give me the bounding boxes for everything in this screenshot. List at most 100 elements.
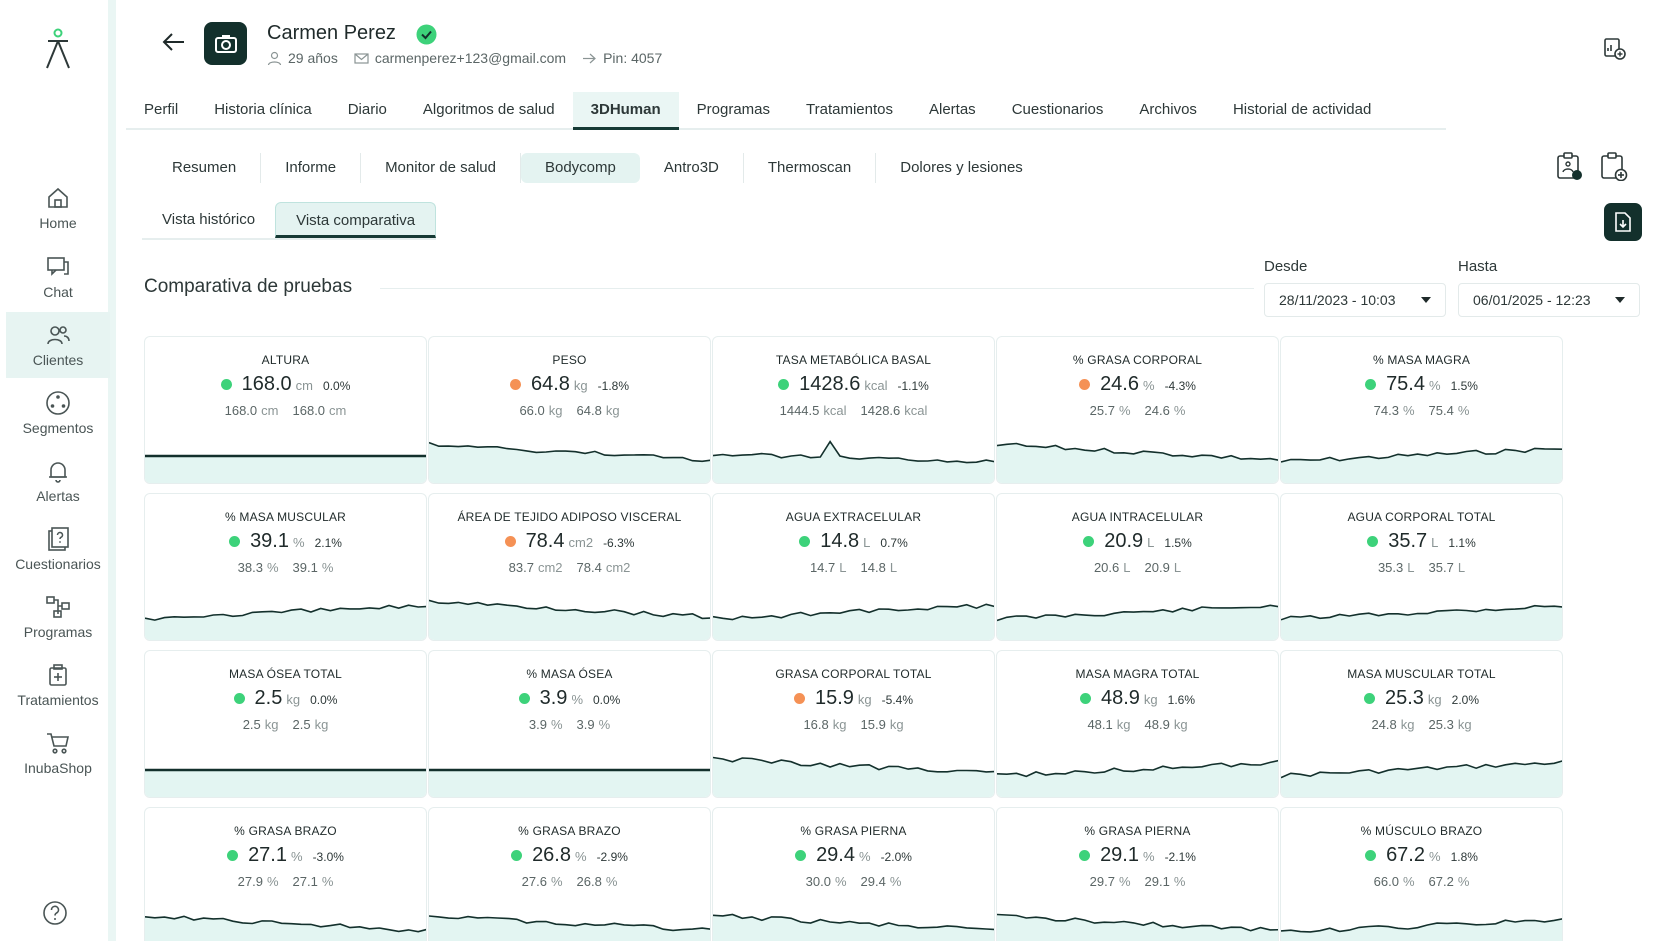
metric-card[interactable]: ÁREA DE TEJIDO ADIPOSO VISCERAL 78.4 cm2 -6… [428,493,711,641]
help-icon[interactable] [42,900,68,926]
metric-unit: % [1402,403,1415,418]
metric-unit: % [550,874,563,889]
metric-range: 16.8 kg 15.9 kg [713,717,994,732]
metric-last-value: 26.8 [576,874,602,889]
metric-card[interactable]: ALTURA 168.0 cm 0.0% 168.0 cm 168.0 cm [144,336,427,484]
metric-card[interactable]: % MASA MAGRA 75.4% 1.5% 74.3% 75.4% [1280,336,1563,484]
sidebar-item-inubashop[interactable]: InubaShop [6,720,110,786]
metric-card[interactable]: MASA MUSCULAR TOTAL 25.3 kg 2.0% 24.8 kg 25.3 k… [1280,650,1563,798]
metric-card[interactable]: % MÚSCULO BRAZO 67.2% 1.8% 66.0% 67.2% [1280,807,1563,941]
subtab-resumen[interactable]: Resumen [148,153,262,183]
sidebar-item-home[interactable]: Home [6,175,110,241]
metric-unit: % [291,849,303,864]
metric-value: 27.1 [248,844,287,866]
body-scan-icon[interactable] [1554,151,1584,181]
metric-card[interactable]: AGUA INTRACELULAR 20.9 L 1.5% 20.6 L 20.9 L [996,493,1279,641]
brand-logo-icon[interactable] [38,28,78,72]
metric-unit: cm2 [605,560,631,575]
tab-algoritmos-de-salud[interactable]: Algoritmos de salud [422,101,555,118]
metric-unit: cm [329,403,347,418]
sparkline-area [145,916,426,941]
segments-icon [46,391,70,415]
sidebar-item-segmentos[interactable]: Segmentos [6,380,110,446]
add-clipboard-icon[interactable] [1598,151,1628,181]
metric-card[interactable]: % GRASA CORPORAL 24.6% -4.3% 25.7% 24.6% [996,336,1279,484]
metric-value: 168.0 [241,373,292,395]
sparkline-area [1281,761,1562,797]
metric-unit: kg [286,692,301,707]
tab-diario[interactable]: Diario [347,101,387,118]
metric-card[interactable]: % MASA ÓSEA 3.9% 0.0% 3.9% 3.9% [428,650,711,798]
date-from-select[interactable]: 28/11/2023 - 10:03 [1264,283,1446,317]
tab-perfil[interactable]: Perfil [144,101,179,118]
metric-card[interactable]: MASA MAGRA TOTAL 48.9 kg 1.6% 48.1 kg 48.9 kg [996,650,1279,798]
metric-last-value: 35.7 [1428,560,1454,575]
spacer [563,560,577,575]
metric-value: 20.9 [1104,530,1144,552]
sidebar-item-chat[interactable]: Chat [6,244,110,310]
view-tab-vista-histórico[interactable]: Vista histórico [162,211,256,228]
tab-archivos[interactable]: Archivos [1139,101,1197,118]
metric-card[interactable]: % GRASA BRAZO 26.8% -2.9% 27.6% 26.8% [428,807,711,941]
subtab-monitor-de-salud[interactable]: Monitor de salud [361,153,521,183]
metric-card[interactable]: MASA ÓSEA TOTAL 2.5 kg 0.0% 2.5 kg 2.5 kg [144,650,427,798]
metric-card[interactable]: PESO 64.8 kg -1.8% 66.0 kg 64.8 kg [428,336,711,484]
tab-cuestionarios[interactable]: Cuestionarios [1011,101,1104,118]
metric-card[interactable]: % GRASA PIERNA 29.1% -2.1% 29.7% 29.1% [996,807,1279,941]
tab-historia-clínica[interactable]: Historia clínica [214,101,312,118]
metric-card[interactable]: % MASA MUSCULAR 39.1% 2.1% 38.3% 39.1% [144,493,427,641]
client-name: Carmen Perez [267,22,396,44]
sparkline-line [1281,604,1562,621]
spacer [563,874,577,889]
sidebar-item-cuestionarios[interactable]: Cuestionarios [6,516,110,582]
tab-programas[interactable]: Programas [696,101,771,118]
sparkline-line [713,913,994,931]
add-report-icon[interactable] [1602,36,1626,60]
metric-main-value: 20.9 L 1.5% [997,530,1278,553]
metric-range: 24.8 kg 25.3 kg [1281,717,1562,732]
metric-card[interactable]: AGUA EXTRACELULAR 14.8 L 0.7% 14.7 L 14.8 L [712,493,995,641]
sidebar-item-programas[interactable]: Programas [6,584,110,650]
metric-title: % GRASA BRAZO [518,824,621,838]
metric-sparkline [429,768,710,797]
metric-unit: % [834,874,847,889]
metric-range: 38.3% 39.1% [145,560,426,575]
metric-card[interactable]: TASA METABÓLICA BASAL 1428.6 kcal -1.1% 1444… [712,336,995,484]
metric-unit: kg [832,717,847,732]
metric-value: 64.8 [530,373,570,395]
subtab-bodycomp[interactable]: Bodycomp [520,153,640,183]
metric-card[interactable]: % GRASA BRAZO 27.1% -3.0% 27.9% 27.1% [144,807,427,941]
date-to-select[interactable]: 06/01/2025 - 12:23 [1458,283,1640,317]
avatar[interactable] [204,22,247,65]
subtab-antro3d[interactable]: Antro3D [640,153,744,183]
sidebar-item-tratamientos[interactable]: Tratamientos [6,652,110,718]
view-tab-vista-comparativa[interactable]: Vista comparativa [275,202,437,238]
sidebar-item-clientes[interactable]: Clientes [6,312,110,378]
tab-alertas[interactable]: Alertas [929,101,976,118]
sidebar-item-alertas[interactable]: Alertas [6,448,110,514]
tab-historial-de-actividad[interactable]: Historial de actividad [1232,101,1372,118]
metric-title: % GRASA BRAZO [234,824,337,838]
subtab-thermoscan[interactable]: Thermoscan [744,153,877,183]
metric-title: GRASA CORPORAL TOTAL [775,667,932,681]
export-button[interactable] [1604,203,1642,241]
metric-value: 24.6 [1100,373,1139,395]
metric-last-value: 75.4 [1428,403,1454,418]
tab-3dhuman[interactable]: 3DHuman [572,92,679,130]
metric-value: 29.1 [1100,844,1139,866]
status-dot [1363,693,1375,704]
metric-unit: % [571,692,583,707]
metric-last-value: 27.1 [292,874,318,889]
sub-tabs: Resumen Informe Monitor de salud Bodycomp An… [148,150,1047,186]
metric-unit: % [1173,874,1186,889]
metric-unit: L [889,560,898,575]
tab-tratamientos[interactable]: Tratamientos [806,101,893,118]
back-arrow-icon[interactable] [160,28,188,56]
subtab-informe[interactable]: Informe [261,153,362,183]
metric-card[interactable]: AGUA CORPORAL TOTAL 35.7 L 1.1% 35.3 L 35.7 L [1280,493,1563,641]
metric-card[interactable]: % GRASA PIERNA 29.4% -2.0% 30.0% 29.4% [712,807,995,941]
metric-card[interactable]: GRASA CORPORAL TOTAL 15.9 kg -5.4% 16.8 kg 15.… [712,650,995,798]
status-dot [793,693,805,704]
metric-first-value: 30.0 [805,874,831,889]
subtab-dolores-y-lesiones[interactable]: Dolores y lesiones [900,159,1023,176]
